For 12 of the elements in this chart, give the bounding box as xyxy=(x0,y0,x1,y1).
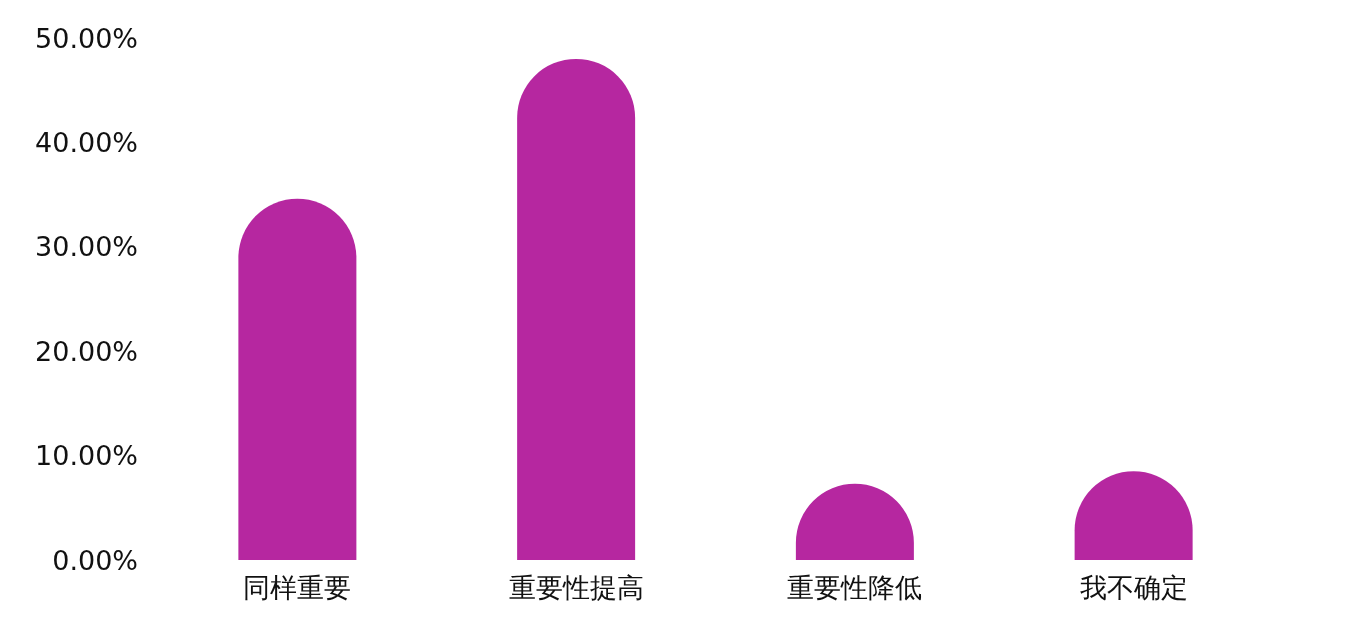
y-tick-label: 30.00% xyxy=(35,231,138,263)
bar xyxy=(517,58,636,560)
y-tick-label: 50.00% xyxy=(35,22,138,54)
x-tick-label: 我不确定 xyxy=(1079,572,1188,603)
x-tick-label: 同样重要 xyxy=(243,572,352,603)
y-tick-label: 0.00% xyxy=(52,544,138,576)
bar xyxy=(238,198,357,560)
x-tick-label: 重要性提高 xyxy=(508,572,644,603)
y-tick-label: 20.00% xyxy=(35,335,138,367)
y-tick-label: 40.00% xyxy=(35,126,138,158)
x-tick-label: 重要性降低 xyxy=(787,572,923,603)
y-tick-label: 10.00% xyxy=(35,440,138,472)
